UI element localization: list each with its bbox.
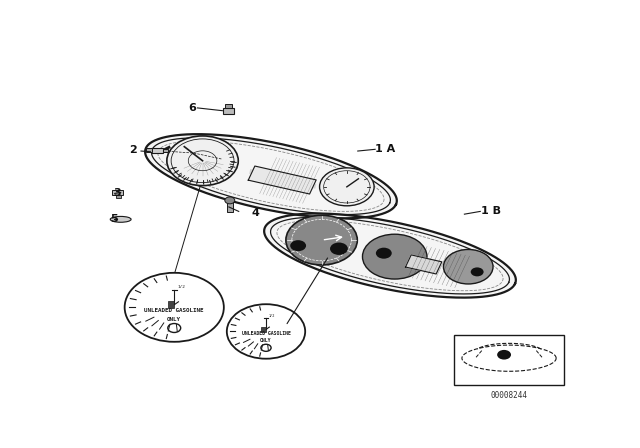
Polygon shape [248,166,316,194]
Bar [151,147,163,153]
Circle shape [376,248,392,258]
Circle shape [330,242,348,255]
Text: 1 A: 1 A [375,144,396,154]
Text: 2: 2 [129,145,138,155]
Bar [454,335,564,385]
Circle shape [167,136,238,185]
Circle shape [470,267,484,276]
Ellipse shape [110,216,131,222]
Text: ONLY: ONLY [167,317,181,322]
Bar [163,149,168,152]
Text: 1/2: 1/2 [269,314,275,318]
Text: 5: 5 [110,214,117,224]
Circle shape [227,304,305,359]
Text: 3: 3 [114,189,122,198]
Text: 4: 4 [251,208,259,218]
Circle shape [286,215,357,265]
Bar [112,190,123,195]
Circle shape [497,350,511,360]
Circle shape [319,168,374,206]
Bar [168,301,175,308]
Bar [261,327,266,332]
Polygon shape [145,134,397,218]
Circle shape [290,240,306,251]
Bar [223,108,234,114]
Bar [116,195,121,198]
Circle shape [444,250,493,284]
Circle shape [225,197,235,204]
Bar [146,148,152,152]
Polygon shape [406,255,442,274]
Text: 6: 6 [188,103,196,113]
Text: 1 B: 1 B [481,206,500,216]
Text: 00008244: 00008244 [490,391,527,400]
Bar [225,104,232,108]
Circle shape [362,234,427,279]
Polygon shape [264,214,516,297]
Circle shape [125,273,224,342]
Bar [227,202,233,212]
Text: ONLY: ONLY [260,339,272,344]
Text: UNLEADED GASOLINE: UNLEADED GASOLINE [241,331,291,336]
Text: 1/2: 1/2 [178,285,186,289]
Text: UNLEADED GASOLINE: UNLEADED GASOLINE [145,308,204,313]
